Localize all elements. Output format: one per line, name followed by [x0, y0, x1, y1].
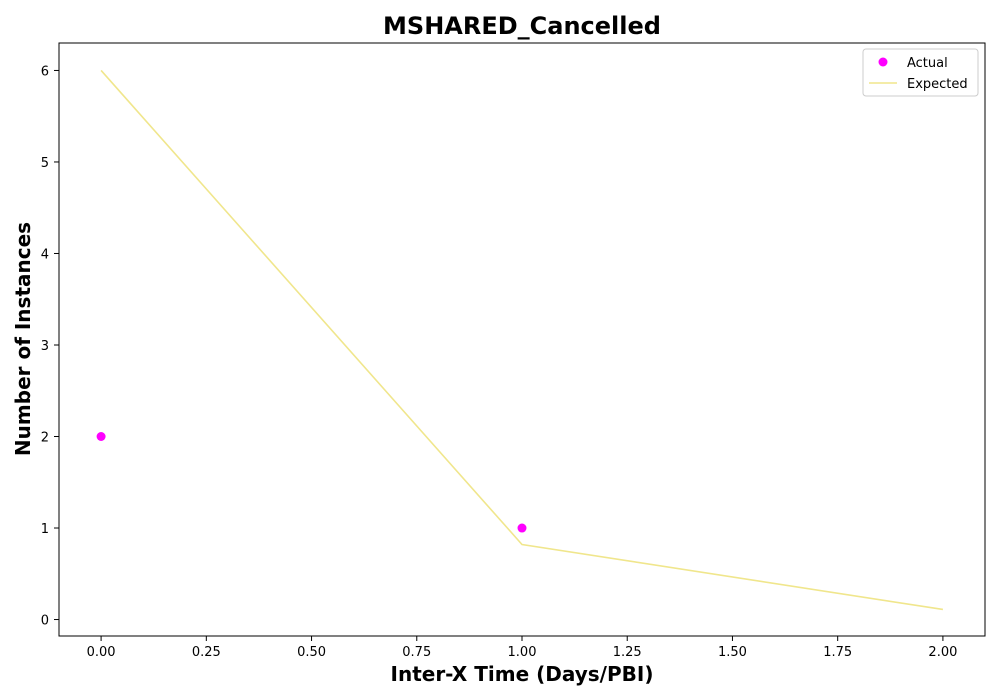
x-tick-label: 1.25: [613, 645, 642, 660]
y-tick-label: 4: [41, 247, 49, 262]
x-axis-label: Inter-X Time (Days/PBI): [391, 662, 654, 686]
y-tick-label: 0: [41, 614, 49, 629]
plot-frame: [58, 42, 986, 637]
x-tick-label: 0.25: [192, 645, 221, 660]
legend-box: [862, 48, 979, 97]
x-axis: 0.00 0.25 0.50 0.75 1.00 1.25 1.50 1.75 2.00: [87, 636, 957, 660]
y-axis: 0 1 2 3 4 5 6: [41, 64, 59, 629]
x-tick-label: 1.50: [718, 645, 747, 660]
x-tick-label: 2.00: [928, 645, 957, 660]
x-tick-label: 0.75: [402, 645, 431, 660]
series-line-expected: [100, 69, 944, 611]
y-axis-label: Number of Instances: [11, 222, 35, 456]
legend-marker-actual: [878, 57, 888, 67]
x-tick-label: 1.00: [508, 645, 537, 660]
chart-title: MSHARED_Cancelled: [383, 12, 661, 40]
y-tick-label: 6: [41, 64, 49, 79]
y-tick-label: 5: [41, 156, 49, 171]
plot-area: [58, 42, 986, 637]
y-tick-label: 1: [41, 522, 49, 537]
x-tick-label: 1.75: [823, 645, 852, 660]
legend: Actual Expected: [862, 48, 979, 97]
y-tick-label: 3: [41, 339, 49, 354]
x-tick-label: 0.50: [297, 645, 326, 660]
series-layer: [96, 69, 944, 611]
y-tick-label: 2: [41, 431, 49, 446]
legend-label: Actual: [907, 56, 948, 71]
scatter-point-actual: [517, 523, 527, 533]
legend-label: Expected: [907, 77, 968, 92]
scatter-point-actual: [96, 432, 106, 442]
x-tick-label: 0.00: [87, 645, 116, 660]
